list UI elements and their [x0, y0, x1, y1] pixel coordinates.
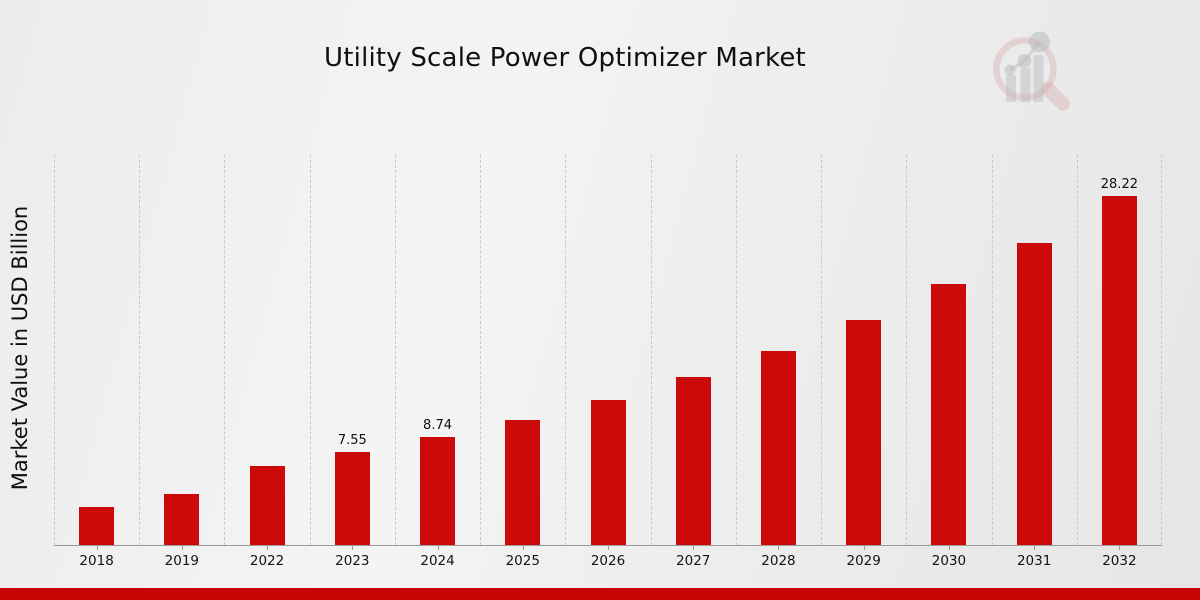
gridline [906, 155, 908, 545]
x-tick-label: 2030 [931, 553, 967, 569]
x-axis-tick [863, 545, 865, 550]
x-tick-label: 2027 [676, 553, 711, 569]
x-axis-tick [1034, 545, 1036, 550]
x-axis-tick [693, 545, 695, 550]
y-axis-label: Market Value in USD Billion [8, 205, 32, 491]
x-axis-tick [948, 545, 950, 550]
bar-2027 [675, 377, 711, 545]
x-tick-label: 2023 [335, 553, 370, 569]
gridline [394, 155, 396, 545]
bar-2023 [334, 451, 370, 545]
x-axis-tick [181, 545, 183, 550]
x-axis-tick [352, 545, 354, 550]
x-axis-tick [1119, 545, 1121, 550]
x-axis-tick [437, 545, 439, 550]
x-tick-label: 2024 [420, 553, 455, 569]
bar-2026 [590, 399, 626, 545]
gridline [650, 155, 652, 545]
gridline [991, 155, 993, 545]
plot-area: 2018 2019 2022 7.55 2023 8.74 2024 2025 2026 2027… [54, 155, 1162, 569]
bar-2019 [164, 494, 200, 545]
gridline [139, 155, 141, 545]
bar-2030 [931, 284, 967, 545]
bar-2032 [1101, 195, 1137, 545]
bar-2031 [1016, 242, 1052, 545]
bar-value-label: 28.22 [1100, 176, 1138, 192]
bar-value-label: 8.74 [423, 417, 453, 433]
magnifier-bar-chart-logo-icon [993, 31, 1070, 111]
bar-value-label: 7.55 [337, 432, 367, 448]
x-tick-label: 2032 [1102, 553, 1137, 569]
bar-2028 [760, 350, 796, 545]
gridline [1161, 155, 1162, 545]
gridline [309, 155, 311, 545]
bar-2018 [79, 507, 115, 545]
chart-title: Utility Scale Power Optimizer Market [324, 43, 806, 73]
bar-2025 [505, 419, 541, 545]
gridline [54, 155, 55, 545]
gridline [735, 155, 737, 545]
x-tick-label: 2022 [249, 553, 285, 569]
gridline [224, 155, 226, 545]
x-tick-label: 2029 [846, 553, 881, 569]
bar-2024 [420, 436, 456, 545]
x-tick-label: 2031 [1016, 553, 1052, 569]
gridline [1076, 155, 1078, 545]
x-axis-tick [96, 545, 98, 550]
footer-accent-bar [0, 588, 1200, 600]
x-axis-tick [778, 545, 780, 550]
x-tick-label: 2028 [761, 553, 796, 569]
gridline [565, 155, 567, 545]
x-tick-label: 2018 [79, 553, 114, 569]
x-axis-tick [522, 545, 524, 550]
gridline [821, 155, 823, 545]
x-tick-label: 2026 [590, 553, 626, 569]
gridline [480, 155, 482, 545]
bar-2022 [249, 465, 285, 545]
x-tick-label: 2019 [164, 553, 200, 569]
x-axis-tick [608, 545, 609, 550]
x-tick-label: 2025 [505, 553, 540, 569]
bar-2029 [846, 319, 882, 545]
x-axis-tick [267, 545, 269, 550]
